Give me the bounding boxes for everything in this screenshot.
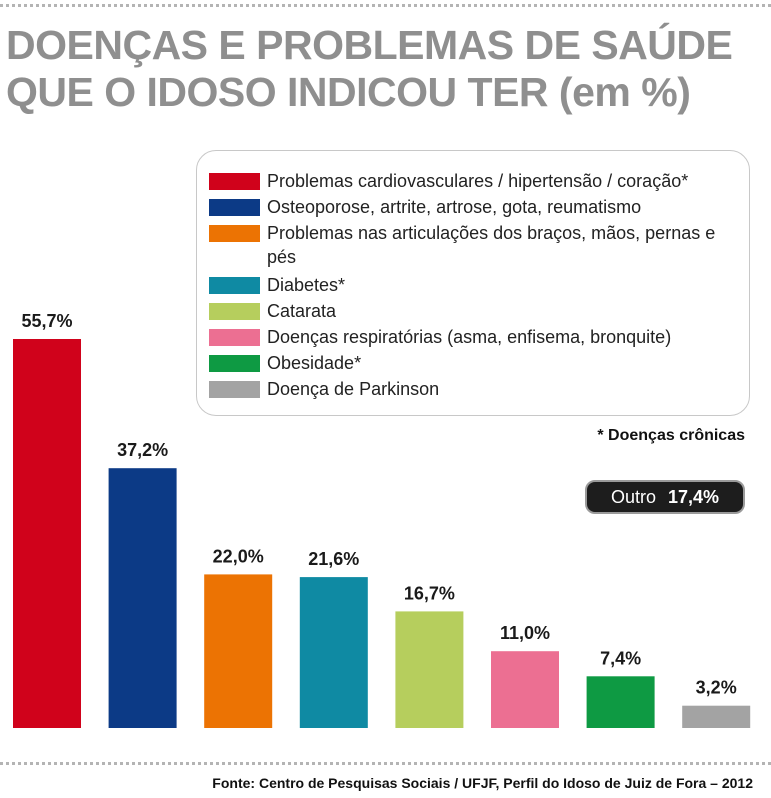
legend-swatch xyxy=(209,303,260,320)
bar-value-label: 3,2% xyxy=(696,678,737,698)
bar-value-label: 21,6% xyxy=(308,549,359,569)
title-line-2: QUE O IDOSO INDICOU TER (em %) xyxy=(6,69,691,115)
legend-swatch xyxy=(209,199,260,216)
legend-swatch xyxy=(209,277,260,294)
bar-value-label: 37,2% xyxy=(117,440,168,460)
other-badge-value: 17,4% xyxy=(667,486,720,507)
chronic-diseases-note: * Doenças crônicas xyxy=(597,427,745,444)
legend-label: Problemas cardiovasculares / hipertensão… xyxy=(267,171,689,191)
bottom-dotted-rule xyxy=(0,762,771,765)
legend-label: Doenças respiratórias (asma, enfisema, b… xyxy=(267,327,672,347)
legend-label: Doença de Parkinson xyxy=(267,379,440,399)
chart-title: DOENÇAS E PROBLEMAS DE SAÚDE QUE O IDOSO… xyxy=(6,22,766,116)
bar-value-label: 22,0% xyxy=(213,546,264,566)
bar-value-label: 11,0% xyxy=(500,623,550,643)
other-badge-label: Outro xyxy=(610,486,656,507)
legend: Problemas cardiovasculares / hipertensão… xyxy=(196,150,750,416)
legend-label: Problemas nas articulações dos braços, m… xyxy=(267,223,716,267)
bar xyxy=(204,574,273,728)
bar-value-label: 55,7% xyxy=(21,311,72,331)
top-dotted-rule xyxy=(0,4,771,7)
bar xyxy=(395,611,464,728)
legend-swatch xyxy=(209,381,260,398)
legend-swatch xyxy=(209,173,260,190)
legend-label: Obesidade* xyxy=(267,353,362,373)
legend-label: Osteoporose, artrite, artrose, gota, reu… xyxy=(267,197,642,217)
legend-label: Catarata xyxy=(267,301,337,321)
source-note: Fonte: Centro de Pesquisas Sociais / UFJ… xyxy=(212,775,753,791)
bar-value-label: 7,4% xyxy=(600,648,641,668)
legend-swatch xyxy=(209,355,260,372)
bar xyxy=(299,577,368,728)
bar xyxy=(682,705,751,728)
bar xyxy=(108,468,177,728)
bar xyxy=(13,339,81,728)
legend-label: Diabetes* xyxy=(267,275,346,295)
bar xyxy=(586,676,655,728)
legend-swatch xyxy=(209,329,260,346)
bar xyxy=(491,651,559,728)
other-badge: Outro 17,4% xyxy=(585,480,745,514)
bar-value-label: 16,7% xyxy=(404,583,455,603)
legend-swatch xyxy=(209,225,260,242)
title-line-1: DOENÇAS E PROBLEMAS DE SAÚDE xyxy=(6,22,733,68)
